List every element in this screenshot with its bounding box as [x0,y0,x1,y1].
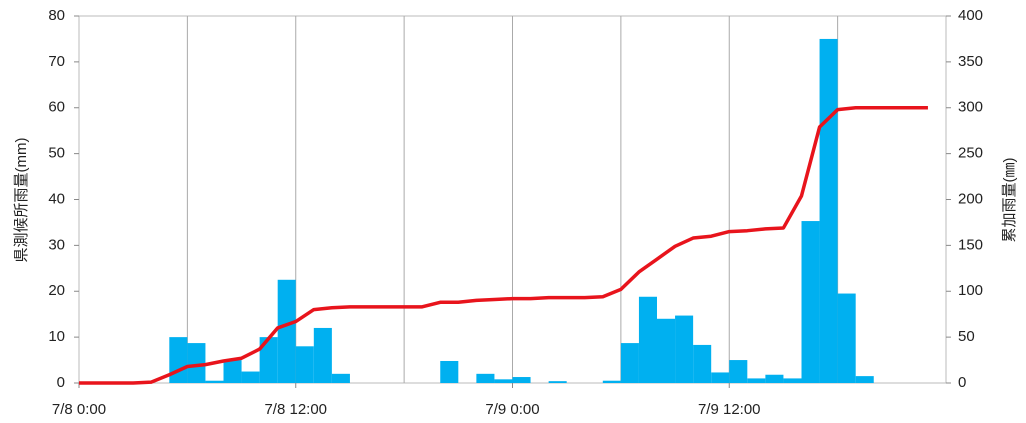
bar [223,360,242,383]
y-tick-label: 70 [48,53,65,70]
y2-tick-label: 250 [958,145,983,162]
bar [675,315,694,383]
x-tick-label: 7/8 12:00 [264,401,327,418]
x-tick-label: 7/9 12:00 [698,401,761,418]
bar [729,360,748,383]
bar [548,381,567,383]
y2-tick-label: 50 [958,328,975,345]
bar [693,344,712,383]
y2-tick-label: 150 [958,236,983,253]
bar [259,337,278,383]
y-tick-label: 80 [48,7,65,24]
bar [602,380,621,383]
y-tick-label: 0 [57,374,65,391]
bar [638,296,657,383]
y2-tick-label: 100 [958,282,983,299]
bar [169,337,188,383]
y-tick-label: 40 [48,190,65,207]
bar [241,371,260,383]
bar [620,343,639,383]
x-tick-label: 7/9 0:00 [485,401,539,418]
y-tick-label: 30 [48,236,65,253]
y2-tick-label: 300 [958,99,983,116]
bar [819,38,838,383]
bar [855,376,874,383]
y-tick-label: 10 [48,328,65,345]
bar [657,318,676,383]
bar [205,380,224,383]
bar [187,343,206,383]
y-tick-label: 20 [48,282,65,299]
y-axis-label: 県測候所雨量(mm) [13,138,30,263]
bar [476,373,495,383]
y2-tick-label: 0 [958,374,966,391]
bar [747,378,766,383]
y2-tick-label: 350 [958,53,983,70]
bar [295,346,314,383]
bar [313,327,332,383]
bar [837,293,856,383]
y-tick-label: 50 [48,145,65,162]
bar [277,279,296,383]
bar [440,360,459,383]
bar [512,377,531,383]
x-tick-label: 7/8 0:00 [52,401,106,418]
y-tick-label: 60 [48,99,65,116]
bar [331,373,350,383]
y2-tick-label: 400 [958,7,983,24]
y2-axis-label: 累加雨量(㎜) [1001,158,1018,243]
bar [783,378,802,383]
y2-tick-label: 200 [958,190,983,207]
bar [765,374,784,383]
bar [494,379,513,383]
bar [801,221,820,383]
line [79,106,928,385]
bar [711,372,730,383]
